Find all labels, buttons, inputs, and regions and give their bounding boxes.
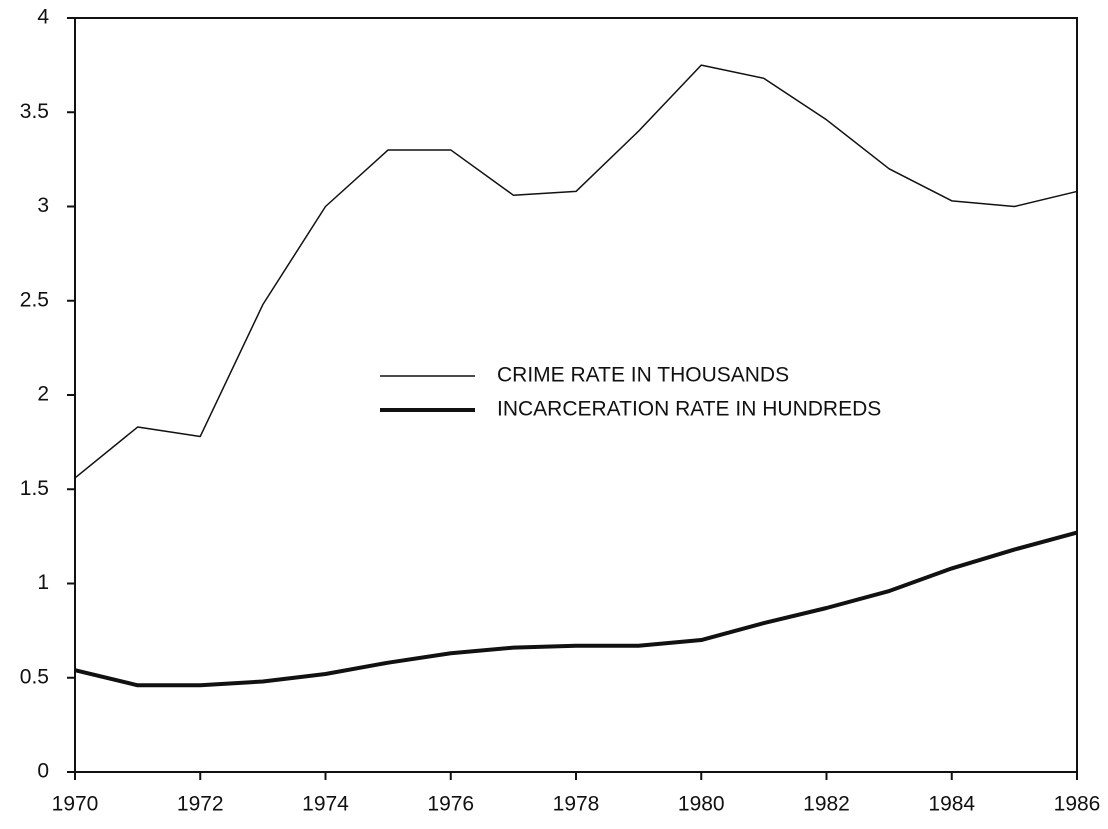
x-tick-label: 1972 [177, 793, 224, 816]
x-tick-label: 1970 [52, 793, 99, 816]
data-line [74, 64, 1078, 479]
plot-frame [74, 17, 1078, 773]
y-tick-label: 3 [37, 194, 49, 217]
x-tick-label: 1980 [678, 793, 725, 816]
y-tick-label: 3.5 [20, 100, 49, 123]
legend-label: INCARCERATION RATE IN HUNDREDS [497, 398, 881, 421]
y-tick-label: 1 [37, 571, 49, 594]
y-tick-label: 0.5 [20, 665, 49, 688]
y-tick-label: 2.5 [20, 288, 49, 311]
legend-label: CRIME RATE IN THOUSANDS [497, 364, 789, 387]
x-tick-label: 1978 [553, 793, 600, 816]
y-tick-label: 4 [37, 6, 49, 29]
x-tick-label: 1982 [803, 793, 850, 816]
y-tick-label: 1.5 [20, 477, 49, 500]
data-line [74, 530, 1078, 688]
x-tick-label: 1974 [302, 793, 349, 816]
y-tick-label: 2 [37, 383, 49, 406]
y-tick-label: 0 [37, 760, 49, 783]
x-tick-label: 1976 [427, 793, 474, 816]
x-tick-label: 1984 [928, 793, 975, 816]
x-tick-label: 1986 [1054, 793, 1101, 816]
